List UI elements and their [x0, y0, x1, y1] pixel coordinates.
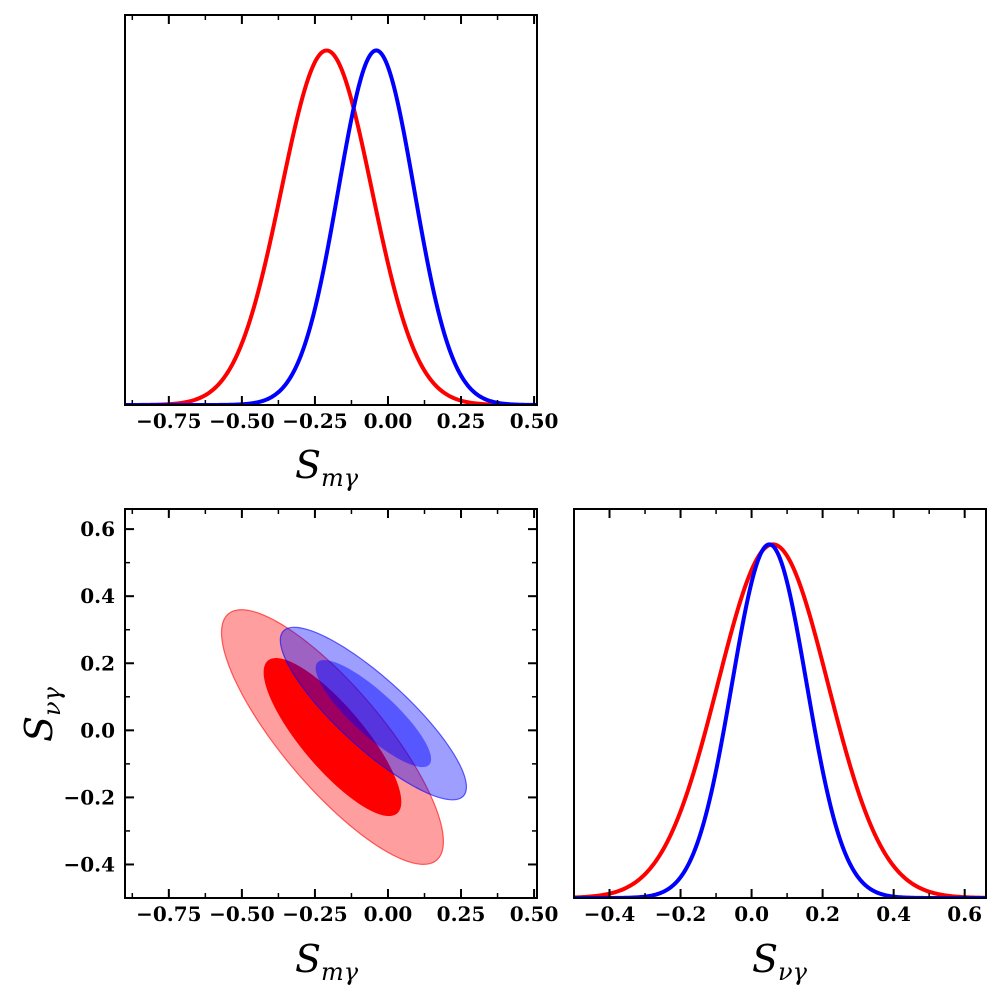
top-x-tick-label: 0.00 — [364, 409, 413, 433]
joint-contour-68-blue — [315, 660, 432, 768]
joint-y-axis-label: Sνγ — [17, 686, 66, 742]
panel-marginal-s-nu-gamma: −0.4 −0.2 0.0 0.2 0.4 0.6 — [573, 508, 987, 926]
right-curve-red — [574, 542, 986, 898]
joint-x-tick-label: −0.50 — [209, 902, 274, 926]
right-axes-frame — [573, 508, 987, 899]
joint-x-tick-label: −0.75 — [136, 902, 201, 926]
top-curve-blue — [125, 48, 537, 405]
joint-y-tick-label: 0.6 — [80, 517, 115, 541]
top-x-tick-label: −0.50 — [209, 409, 274, 433]
right-curve-blue — [574, 542, 986, 898]
joint-x-tick-label: −0.25 — [282, 902, 347, 926]
right-x-tick-label: 0.0 — [734, 902, 769, 926]
right-x-tick-label: −0.2 — [655, 902, 707, 926]
top-x-tick-label: −0.75 — [136, 409, 201, 433]
panel-marginal-s-m-gamma: −0.75 −0.50 −0.25 0.00 0.25 0.50 — [124, 14, 559, 433]
joint-y-tick-label: −0.2 — [63, 785, 115, 809]
joint-y-tick-label: 0.2 — [80, 651, 115, 675]
joint-y-tick-label: 0.0 — [80, 718, 115, 742]
joint-contour-68-red — [263, 658, 402, 817]
right-plot-area — [574, 542, 986, 898]
joint-x-axis-label: Smγ — [295, 937, 359, 986]
right-x-axis-label: Sνγ — [752, 937, 808, 986]
joint-axes-frame — [124, 508, 538, 899]
joint-y-tick-label: 0.4 — [80, 584, 115, 608]
joint-y-tick-label: −0.4 — [63, 852, 115, 876]
joint-plot-area — [220, 609, 468, 865]
right-x-tick-label: −0.4 — [584, 902, 636, 926]
joint-contour-95-blue — [279, 626, 468, 801]
top-curve-red — [125, 48, 537, 405]
top-x-tick-label: 0.25 — [437, 409, 486, 433]
joint-x-tick-label: 0.25 — [437, 902, 486, 926]
top-plot-area — [125, 48, 537, 405]
top-x-tick-label: 0.50 — [510, 409, 559, 433]
top-x-axis-label: Smγ — [295, 443, 359, 492]
joint-x-tick-label: 0.50 — [510, 902, 559, 926]
top-axes-frame — [124, 14, 538, 406]
right-x-tick-label: 0.4 — [876, 902, 911, 926]
panel-joint-contours: −0.75 −0.50 −0.25 0.00 0.25 0.50 −0.4 −0.2 0.0 0.… — [63, 508, 559, 926]
right-x-tick-label: 0.2 — [805, 902, 840, 926]
top-x-tick-label: −0.25 — [282, 409, 347, 433]
joint-x-tick-label: 0.00 — [364, 902, 413, 926]
right-x-tick-label: 0.6 — [947, 902, 982, 926]
